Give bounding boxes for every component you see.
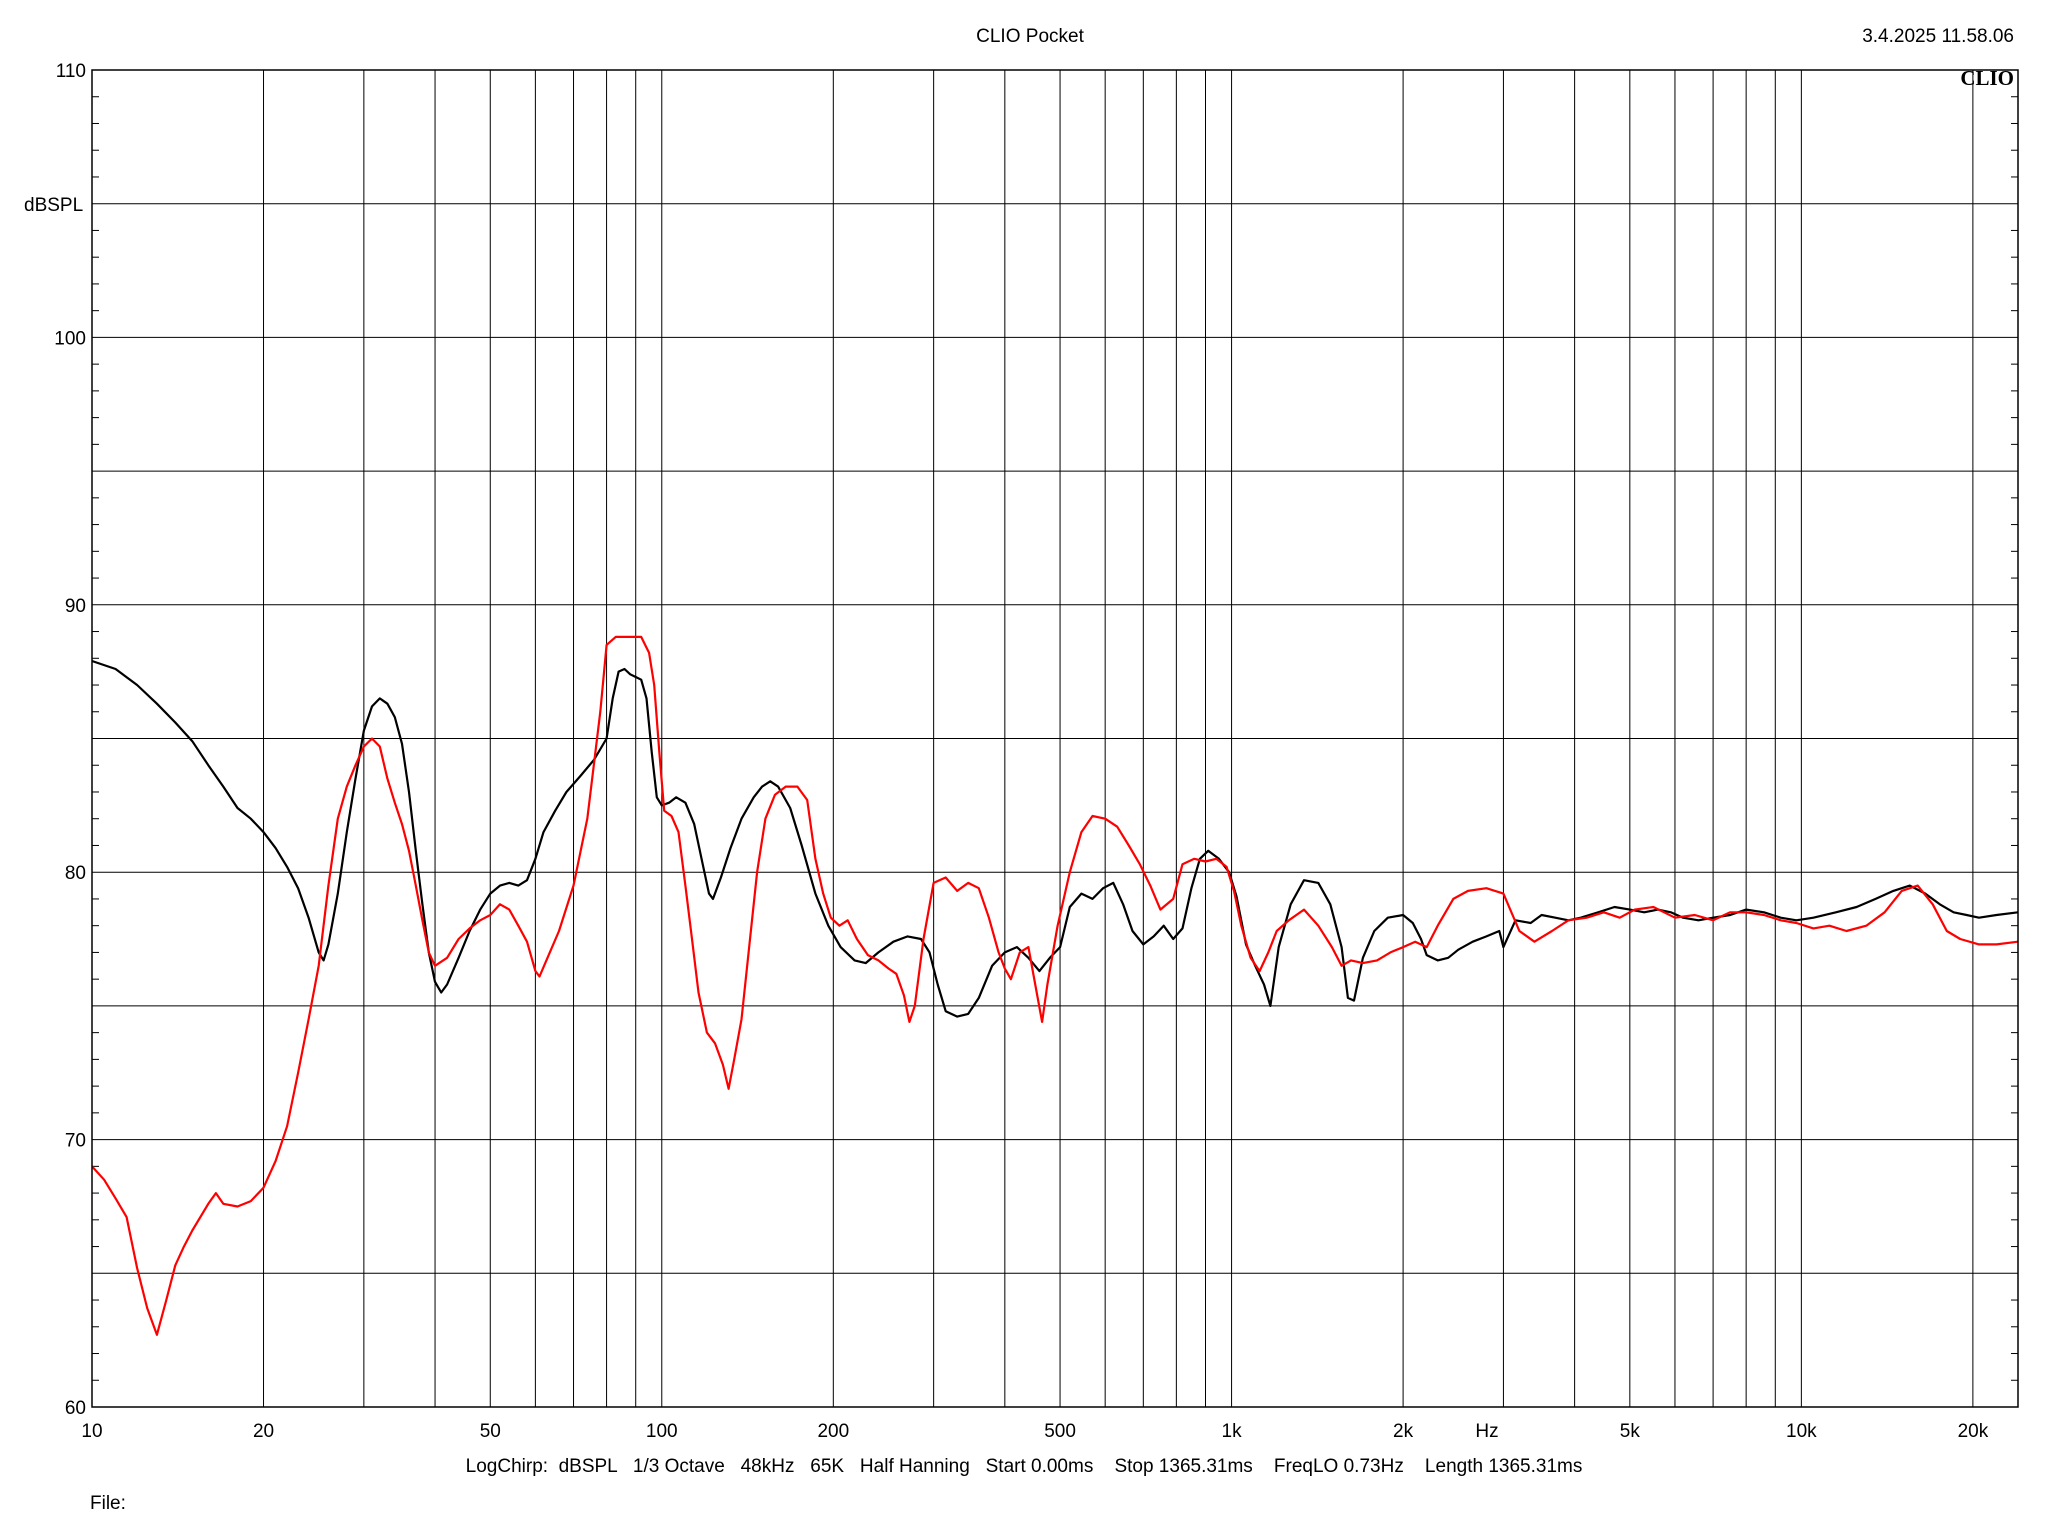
y-axis-label: dBSPL — [24, 195, 83, 216]
x-tick-label: 10 — [81, 1421, 102, 1442]
axis-ticks: 60 70 80 90 100 110 10 20 50 100 200 500 1k 2k 5k 10k 20… — [54, 61, 2018, 1442]
x-tick-label: 5k — [1620, 1421, 1641, 1442]
x-tick-label: 500 — [1044, 1421, 1076, 1442]
y-tick-label: 60 — [65, 1398, 86, 1419]
measurement-settings: LogChirp: dBSPL 1/3 Octave 48kHz 65K Hal… — [466, 1456, 1583, 1477]
series-line-black — [92, 659, 2018, 1018]
plot-frame — [91, 69, 2019, 1408]
x-tick-label: 2k — [1393, 1421, 1414, 1442]
x-tick-label: 20k — [1958, 1421, 1989, 1442]
x-tick-label: 50 — [480, 1421, 501, 1442]
y-tick-label: 90 — [65, 596, 86, 617]
y-tick-label: 70 — [65, 1131, 86, 1152]
y-tick-label: 80 — [65, 863, 86, 884]
y-tick-label: 110 — [56, 61, 86, 82]
file-label: File: — [90, 1493, 126, 1514]
clio-logo: CLIO — [1960, 66, 2014, 90]
timestamp: 3.4.2025 11.58.06 — [1862, 26, 2014, 47]
series-traces — [92, 635, 2018, 1336]
x-tick-label: 1k — [1222, 1421, 1243, 1442]
chart-title: CLIO Pocket — [976, 26, 1084, 47]
series-line-red — [92, 635, 2018, 1336]
x-axis-label: Hz — [1475, 1421, 1498, 1442]
x-tick-label: 100 — [646, 1421, 678, 1442]
y-tick-label: 100 — [54, 328, 86, 349]
grid-lines — [92, 70, 2018, 1407]
x-tick-label: 10k — [1786, 1421, 1817, 1442]
x-tick-label: 200 — [817, 1421, 849, 1442]
x-tick-label: 20 — [253, 1421, 274, 1442]
